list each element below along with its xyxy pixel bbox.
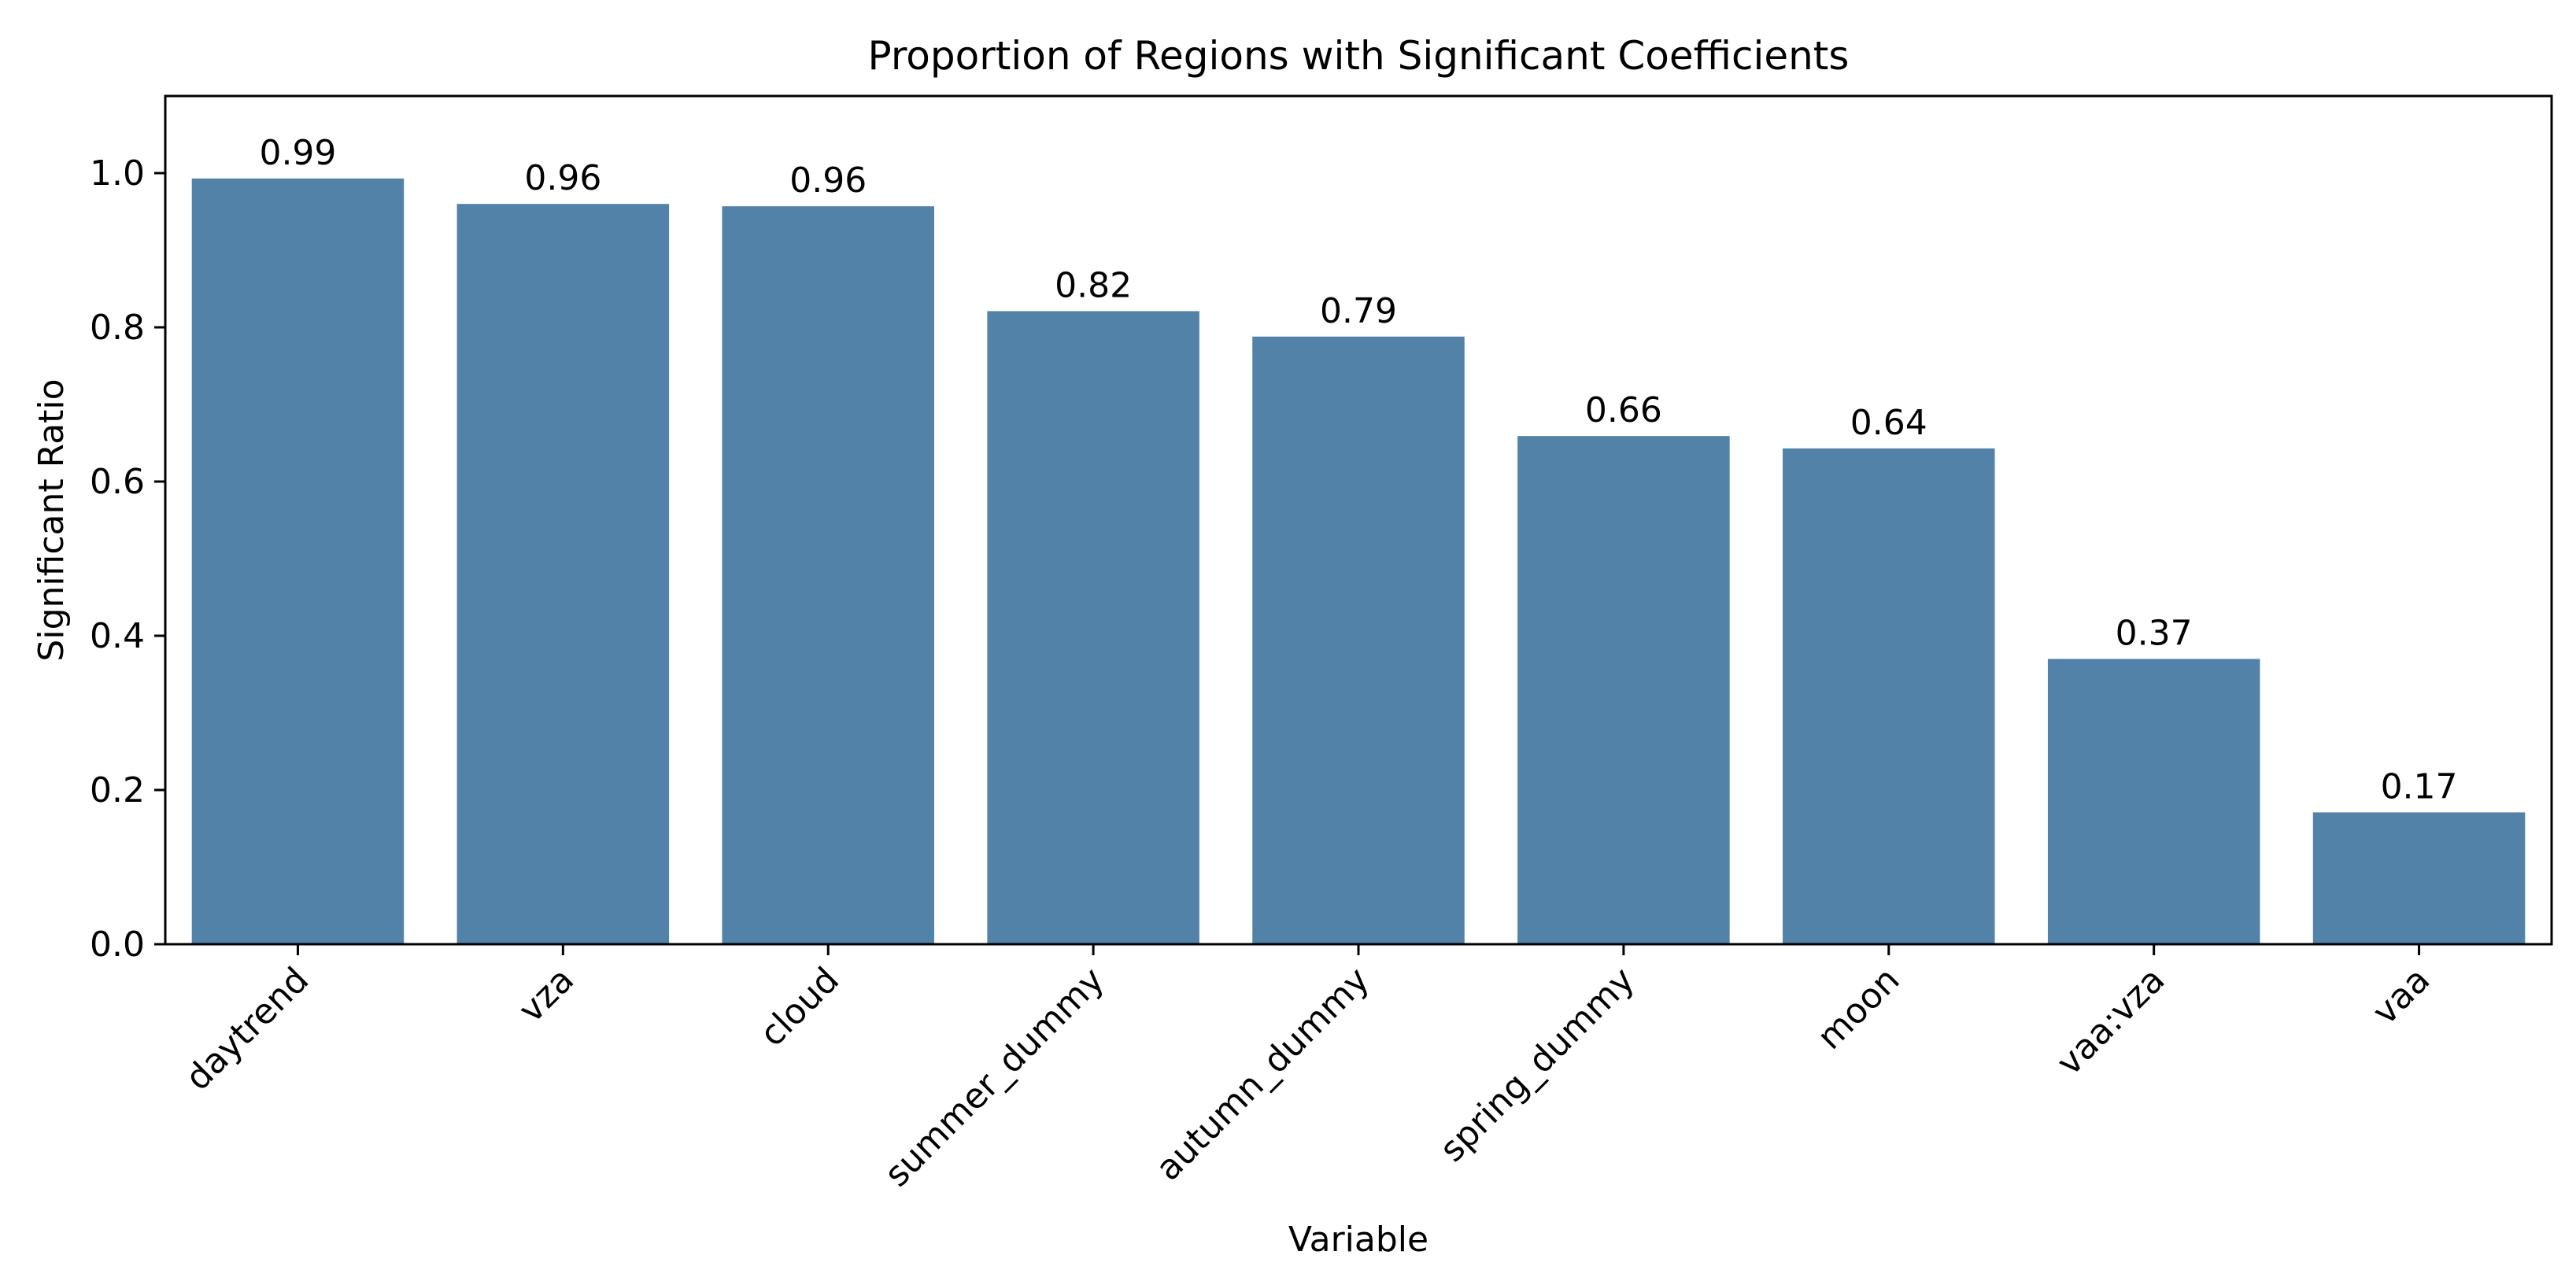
y-axis: 0.0 0.2 0.4 0.6 0.8 1.0 [90, 153, 165, 965]
bar-data-labels: 0.99 0.96 0.96 0.82 0.79 0.66 0.64 0.37 0.17 [259, 133, 2457, 807]
bar-value-label: 0.96 [789, 161, 867, 201]
bar-summer_dummy [987, 311, 1199, 944]
bar-value-label: 0.37 [2116, 613, 2193, 653]
bar-cloud [722, 206, 934, 944]
y-tick-label: 0.0 [90, 925, 145, 965]
bar-value-label: 0.99 [259, 133, 336, 173]
y-axis-label: Significant Ratio [31, 378, 72, 661]
y-tick-label: 1.0 [90, 153, 145, 194]
y-tick-label: 0.2 [90, 770, 145, 810]
bar-value-label: 0.79 [1320, 291, 1397, 331]
chart-title: Proportion of Regions with Significant C… [868, 33, 1850, 79]
bar-value-label: 0.96 [524, 158, 601, 198]
bar-value-label: 0.66 [1585, 390, 1662, 430]
bar-spring_dummy [1517, 436, 1730, 944]
y-tick-label: 0.8 [90, 308, 145, 348]
bars [191, 178, 2526, 945]
bar-daytrend [191, 178, 405, 945]
bar-value-label: 0.17 [2381, 766, 2458, 807]
plot-frame [164, 94, 2553, 946]
bar-vza [456, 204, 670, 944]
x-axis-label: Variable [1288, 1220, 1428, 1260]
bar-value-label: 0.82 [1055, 265, 1132, 305]
bar-value-label: 0.64 [1850, 403, 1927, 443]
y-tick-label: 0.6 [90, 462, 145, 502]
y-tick-label: 0.4 [90, 616, 145, 656]
bar-moon [1783, 448, 1995, 944]
bar-autumn_dummy [1252, 336, 1465, 944]
bar-vaa [2312, 812, 2526, 944]
bar-vaa:vza [2047, 659, 2260, 944]
